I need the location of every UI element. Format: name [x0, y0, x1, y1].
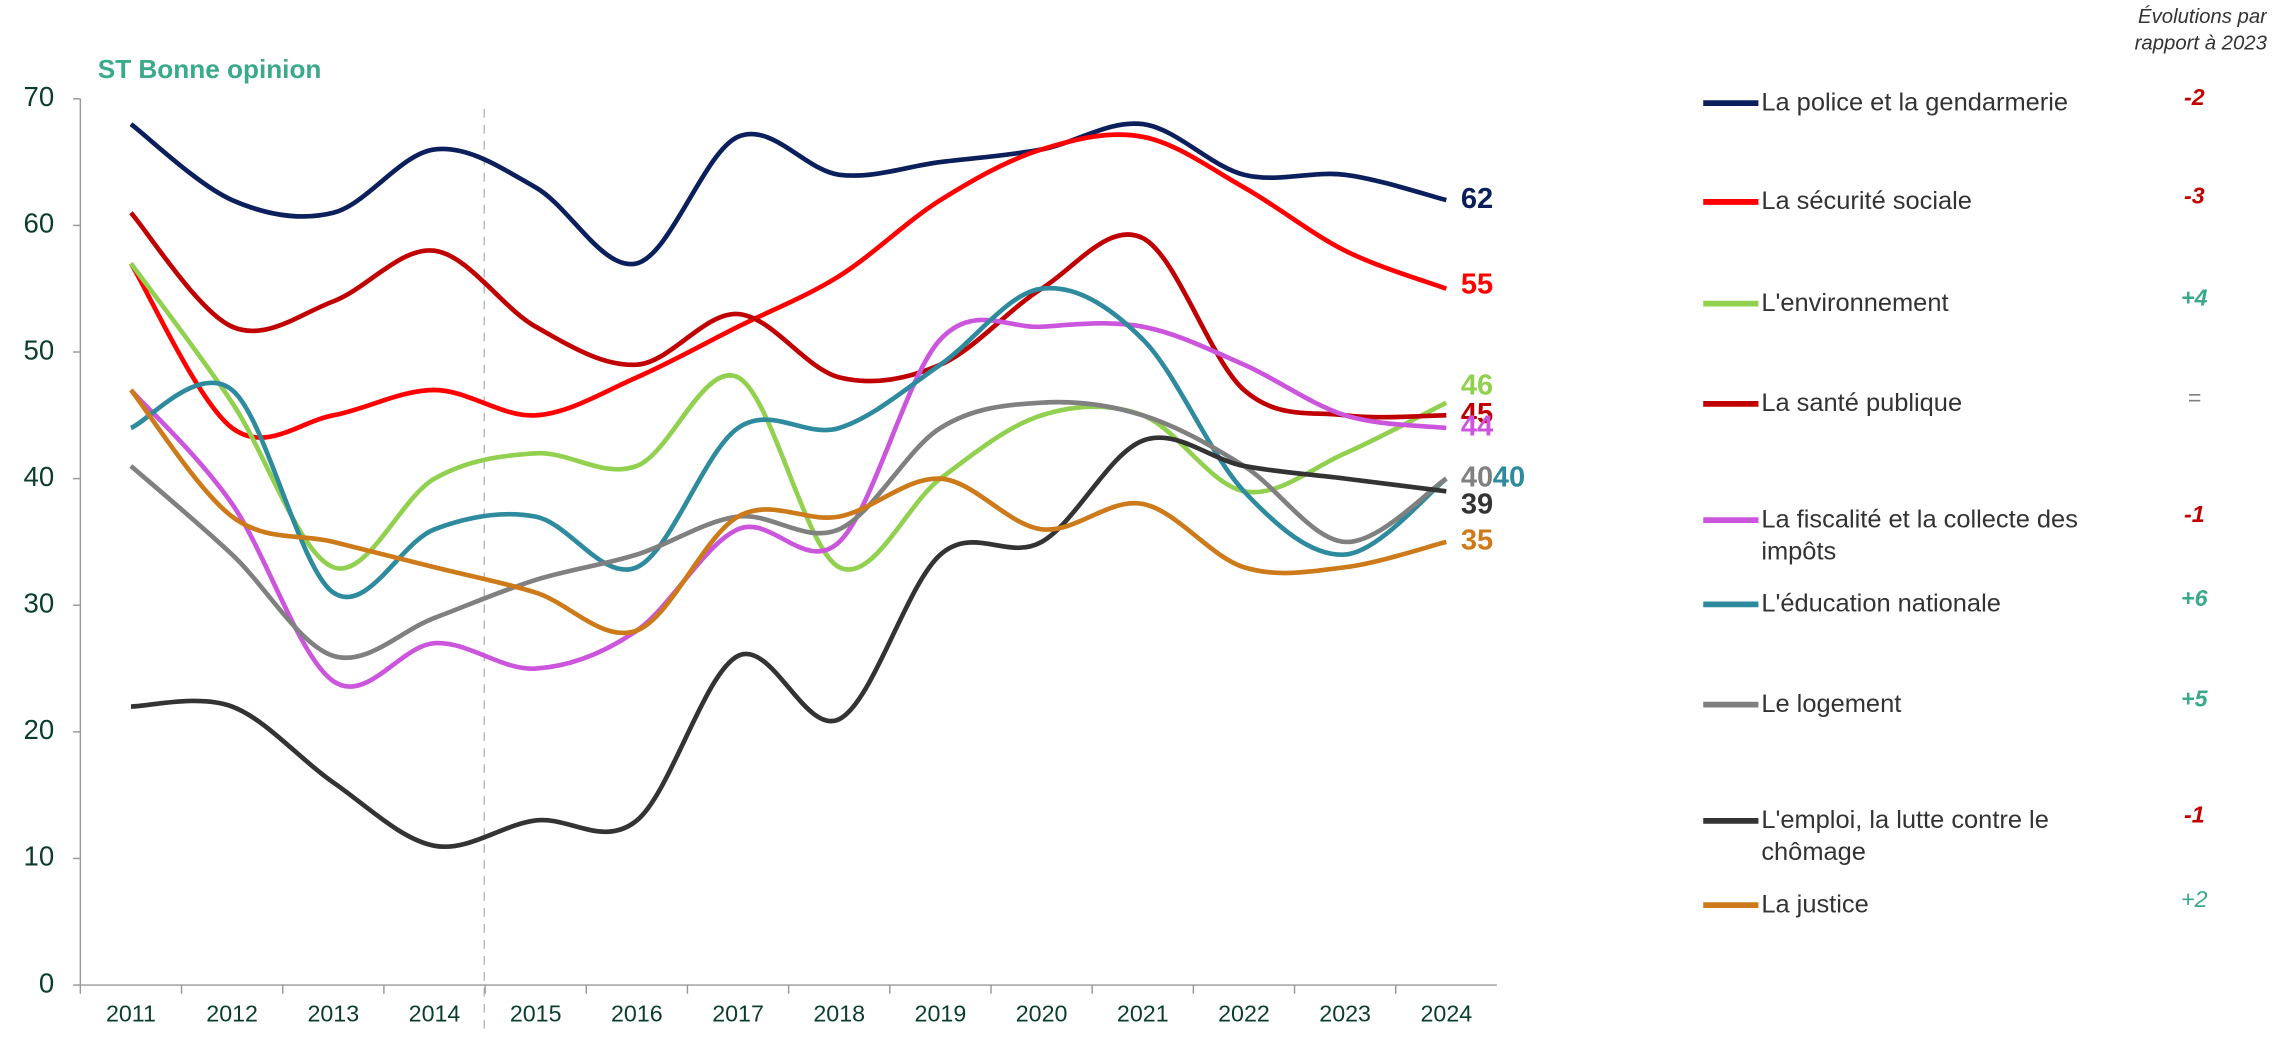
- end-value-label: 44: [1461, 411, 1493, 443]
- y-tick-label: 40: [23, 461, 54, 492]
- evolution-value: +4: [2181, 284, 2208, 310]
- series-line: [129, 211, 1447, 420]
- x-tick-label: 2013: [307, 1001, 359, 1027]
- end-value-label: 55: [1461, 268, 1493, 300]
- legend-label: L'environnement: [1761, 287, 1949, 317]
- chart-title: ST Bonne opinion: [98, 54, 322, 84]
- end-value-label: 39: [1461, 488, 1493, 520]
- legend-label: L'éducation nationale: [1761, 588, 2001, 618]
- y-tick-label: 50: [23, 334, 54, 365]
- evolution-header-box: Évolutions par rapport à 2023: [2134, 4, 2267, 54]
- y-tick-label: 30: [23, 588, 54, 619]
- series-line: [129, 285, 1448, 600]
- x-tick-label: 2018: [813, 1001, 865, 1027]
- series-line: [129, 399, 1448, 660]
- x-tick-label: 2015: [510, 1001, 562, 1027]
- legend-label: La justice: [1761, 889, 1869, 919]
- y-tick-label: 60: [23, 208, 54, 239]
- evolution-value: -2: [2184, 84, 2205, 110]
- y-tick-label: 10: [23, 841, 54, 872]
- x-tick-label: 2019: [915, 1001, 967, 1027]
- x-tick-label: 2023: [1319, 1001, 1371, 1027]
- legend-label: La sécurité sociale: [1761, 185, 1972, 216]
- legend-label: L'emploi, la lutte contre le chômage: [1761, 804, 2049, 866]
- y-tick-label: 20: [23, 714, 54, 745]
- legend-label: La fiscalité et la collecte des impôts: [1761, 504, 2078, 566]
- x-tick-label: 2022: [1218, 1001, 1270, 1027]
- legend-box: La justice: [1761, 889, 1869, 919]
- x-tick-label: 2020: [1016, 1001, 1068, 1027]
- series-line: [129, 317, 1447, 689]
- legend-box: La police et la gendarmerie: [1761, 87, 2069, 117]
- series-line: [128, 132, 1448, 440]
- x-tick-label: 2016: [611, 1001, 663, 1027]
- legend-box: Le logement: [1761, 688, 1902, 718]
- y-tick-label: 70: [23, 81, 54, 112]
- legend-label: La police et la gendarmerie: [1761, 87, 2069, 117]
- evolution-value: +5: [2181, 685, 2209, 711]
- x-tick-label: 2014: [409, 1001, 461, 1027]
- legend-box: La fiscalité et la collecte des impôts: [1761, 504, 2078, 566]
- evolution-value: +6: [2181, 585, 2209, 611]
- x-tick-label: 2012: [206, 1001, 258, 1027]
- x-tick-label: 2017: [712, 1001, 764, 1027]
- series-line: [130, 435, 1447, 850]
- series-line: [129, 388, 1447, 636]
- evolution-value: +2: [2181, 886, 2208, 912]
- legend-label: Le logement: [1761, 688, 1902, 718]
- series-line: [129, 262, 1448, 572]
- x-tick-label: 2024: [1420, 1001, 1472, 1027]
- end-value-label: 46: [1461, 369, 1493, 401]
- end-value-label: 40: [1461, 461, 1493, 493]
- legend-box: La santé publique: [1761, 387, 1963, 417]
- legend-box: L'emploi, la lutte contre le chômage: [1761, 804, 2049, 866]
- end-value-label: 45: [1461, 398, 1493, 430]
- x-tick-label: 2011: [106, 1001, 156, 1027]
- end-value-label: 62: [1461, 183, 1493, 215]
- legend-box: L'éducation nationale: [1761, 588, 2001, 618]
- legend-box: La sécurité sociale: [1761, 185, 1972, 216]
- x-tick-label: 2021: [1117, 1001, 1169, 1027]
- end-value-label: 35: [1461, 525, 1493, 557]
- legend-label: La santé publique: [1761, 387, 1963, 417]
- series-line: [129, 121, 1447, 267]
- evolution-header: Évolutions par rapport à 2023: [2134, 4, 2267, 54]
- evolution-value: -1: [2184, 501, 2205, 527]
- evolution-value: -1: [2184, 802, 2205, 828]
- evolution-value: =: [2188, 385, 2202, 411]
- y-tick-label: 0: [39, 967, 54, 998]
- evolution-value: -3: [2184, 183, 2205, 209]
- legend-box: L'environnement: [1761, 287, 1949, 317]
- end-value-label: 40: [1493, 461, 1525, 493]
